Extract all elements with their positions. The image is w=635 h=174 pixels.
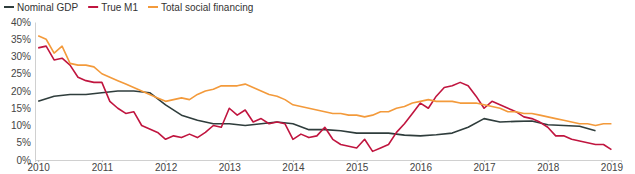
x-tick: 2019 <box>601 160 624 173</box>
x-tick-label: 2011 <box>92 162 114 173</box>
legend-swatch <box>148 6 158 8</box>
series-line <box>38 91 595 136</box>
x-tick-label: 2017 <box>473 162 496 173</box>
y-tick: 25% <box>11 68 35 79</box>
plot: 0%5%10%15%20%25%30%35%40%201020112012201… <box>11 17 624 173</box>
legend-item: Nominal GDP <box>4 2 78 13</box>
y-tick-label: 25% <box>11 68 31 79</box>
legend-label: True M1 <box>101 2 138 13</box>
x-tick-label: 2013 <box>219 162 242 173</box>
lines <box>38 36 611 152</box>
y-tick-label: 15% <box>11 103 31 114</box>
y-tick-label: 5% <box>17 137 32 148</box>
y-tick: 35% <box>11 34 35 45</box>
series-line <box>38 36 611 126</box>
x-tick-label: 2015 <box>346 162 369 173</box>
legend-swatch <box>4 6 14 8</box>
legend-label: Nominal GDP <box>17 2 78 13</box>
x-tick: 2015 <box>346 160 369 173</box>
y-tick-label: 30% <box>11 51 31 62</box>
y-tick-label: 20% <box>11 86 31 97</box>
x-tick: 2011 <box>92 160 114 173</box>
chart: 0%5%10%15%20%25%30%35%40%201020112012201… <box>0 0 635 174</box>
x-tick-label: 2019 <box>601 162 624 173</box>
x-tick-label: 2010 <box>28 162 51 173</box>
x-tick-label: 2012 <box>155 162 178 173</box>
x-tick: 2013 <box>219 160 242 173</box>
legend-item: True M1 <box>88 2 138 13</box>
y-tick-label: 40% <box>11 17 31 28</box>
x-tick: 2016 <box>410 160 433 173</box>
legend-label: Total social financing <box>161 2 253 13</box>
x-tick: 2018 <box>537 160 560 173</box>
y-tick-label: 10% <box>11 120 31 131</box>
y-tick: 30% <box>11 51 35 62</box>
x-tick: 2010 <box>28 160 51 173</box>
x-axis-line <box>36 161 622 163</box>
legend: Nominal GDP True M1 Total social financing <box>4 2 253 13</box>
y-axis-line <box>35 23 36 161</box>
y-axis: 0%5%10%15%20%25%30%35%40% <box>11 17 36 166</box>
y-tick: 5% <box>17 137 35 148</box>
x-tick: 2017 <box>473 160 496 173</box>
x-tick-label: 2016 <box>410 162 433 173</box>
y-tick: 40% <box>11 17 35 28</box>
y-tick-label: 35% <box>11 34 31 45</box>
x-axis: 2010 2011 2012 2013 2014 2015 2016 2017 2018 2019 <box>28 160 624 173</box>
y-tick: 15% <box>11 103 35 114</box>
x-tick: 2014 <box>282 160 305 173</box>
y-tick: 20% <box>11 86 35 97</box>
y-tick: 10% <box>11 120 35 131</box>
legend-swatch <box>88 6 98 8</box>
x-tick-label: 2014 <box>282 162 305 173</box>
x-tick: 2012 <box>155 160 178 173</box>
series-line <box>38 46 611 151</box>
legend-item: Total social financing <box>148 2 253 13</box>
x-tick-label: 2018 <box>537 162 560 173</box>
